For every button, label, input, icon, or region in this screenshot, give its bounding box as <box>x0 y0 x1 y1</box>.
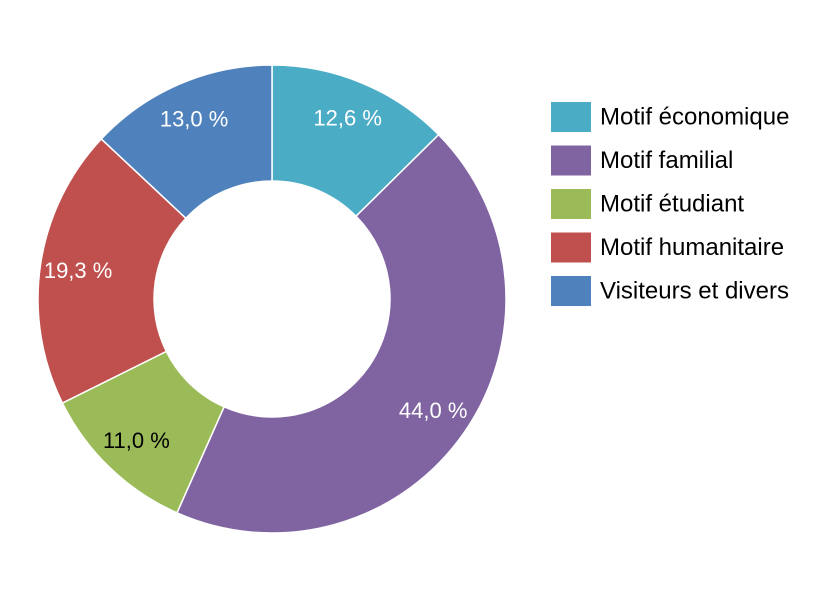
data-label-motif-etudiant: 11,0 % <box>103 428 170 453</box>
legend-label-motif-economique: Motif économique <box>600 104 789 131</box>
legend-swatch-motif-etudiant <box>551 189 591 219</box>
data-label-motif-familial: 44,0 % <box>399 398 468 423</box>
legend-item-motif-humanitaire: Motif humanitaire <box>551 232 784 263</box>
legend-label-motif-humanitaire: Motif humanitaire <box>600 234 784 261</box>
slice-motif-familial <box>175 133 507 534</box>
legend-item-motif-familial: Motif familial <box>551 145 733 176</box>
legend-swatch-motif-humanitaire <box>551 232 591 263</box>
chart-legend: Motif économique Motif familial Motif étud… <box>551 102 789 306</box>
legend-label-motif-familial: Motif familial <box>600 147 733 174</box>
legend-swatch-visiteurs-et-divers <box>551 276 591 306</box>
data-label-visiteurs-et-divers: 13,0 % <box>160 107 229 132</box>
donut-slices <box>37 64 507 534</box>
legend-item-visiteurs-et-divers: Visiteurs et divers <box>551 276 789 306</box>
legend-item-motif-economique: Motif économique <box>551 102 789 132</box>
slice-motif-humanitaire <box>37 137 187 405</box>
legend-swatch-motif-economique <box>551 102 591 132</box>
data-label-motif-economique: 12,6 % <box>313 106 382 131</box>
legend-item-motif-etudiant: Motif étudiant <box>551 189 744 219</box>
slice-visiteurs-et-divers <box>100 64 273 220</box>
data-label-motif-humanitaire: 19,3 % <box>44 258 113 283</box>
legend-swatch-motif-familial <box>551 145 591 176</box>
legend-label-visiteurs-et-divers: Visiteurs et divers <box>600 278 789 305</box>
slice-labels: 12,6 % 44,0 % 11,0 % 19,3 % 13,0 % <box>44 106 468 453</box>
legend-label-motif-etudiant: Motif étudiant <box>600 191 744 218</box>
